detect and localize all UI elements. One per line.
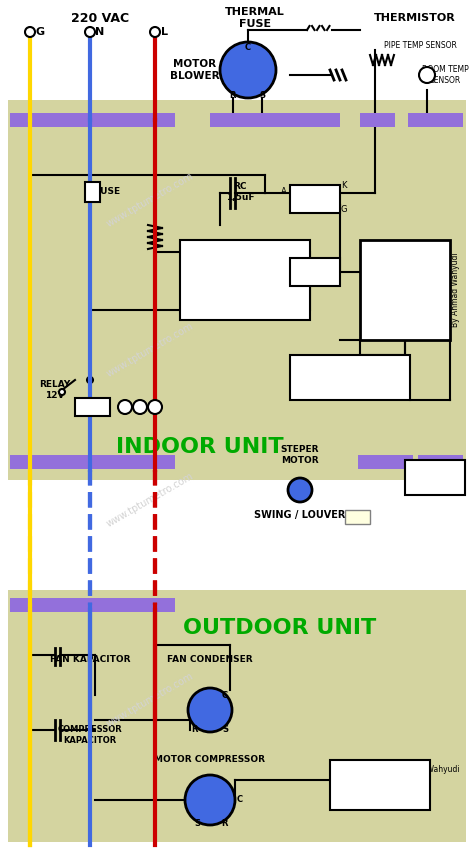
Text: R: R	[230, 90, 236, 100]
Circle shape	[118, 400, 132, 414]
Text: FAN KAPACITOR: FAN KAPACITOR	[50, 655, 130, 665]
Text: C: C	[237, 796, 243, 804]
FancyBboxPatch shape	[405, 460, 465, 495]
Text: G: G	[341, 205, 347, 215]
FancyBboxPatch shape	[345, 510, 370, 524]
FancyBboxPatch shape	[180, 240, 310, 320]
Circle shape	[150, 27, 160, 37]
Text: R: R	[192, 726, 198, 734]
Text: www.tptumetro.com: www.tptumetro.com	[105, 321, 195, 379]
Circle shape	[133, 400, 147, 414]
FancyBboxPatch shape	[10, 598, 175, 612]
Text: A: A	[281, 187, 287, 195]
FancyBboxPatch shape	[210, 113, 340, 127]
Text: G: G	[36, 27, 45, 37]
Text: 220 VAC: 220 VAC	[71, 11, 129, 25]
Circle shape	[148, 400, 162, 414]
FancyBboxPatch shape	[290, 355, 410, 400]
Text: www.tptumetro.com: www.tptumetro.com	[105, 171, 195, 229]
FancyBboxPatch shape	[10, 455, 175, 469]
Text: MOTOR COMPRESSOR: MOTOR COMPRESSOR	[155, 756, 265, 764]
Text: L: L	[162, 27, 168, 37]
Text: STEPER
MOTOR: STEPER MOTOR	[281, 446, 319, 464]
FancyBboxPatch shape	[8, 590, 466, 842]
Text: THERMISTOR: THERMISTOR	[374, 13, 456, 23]
Text: PIPE TEMP SENSOR: PIPE TEMP SENSOR	[383, 41, 456, 49]
Text: FAN CONDENSER: FAN CONDENSER	[167, 655, 253, 665]
Text: 0V: 0V	[289, 303, 301, 313]
Text: N: N	[95, 27, 105, 37]
FancyBboxPatch shape	[360, 113, 395, 127]
Text: K: K	[341, 181, 347, 189]
FancyBboxPatch shape	[418, 455, 463, 469]
Text: www.tptumetro.com: www.tptumetro.com	[105, 471, 195, 529]
Text: S: S	[259, 90, 265, 100]
Text: THERMAL
FUSE: THERMAL FUSE	[225, 7, 285, 29]
FancyBboxPatch shape	[358, 455, 413, 469]
Text: RC
1,5uF: RC 1,5uF	[226, 182, 254, 202]
Text: ROOM TEMP
SENSOR: ROOM TEMP SENSOR	[422, 66, 468, 84]
Text: OUTDOOR UNIT: OUTDOOR UNIT	[183, 618, 377, 638]
Text: COMPRESSOR
KAPACITOR: COMPRESSOR KAPACITOR	[58, 725, 122, 745]
Circle shape	[85, 27, 95, 37]
FancyBboxPatch shape	[8, 100, 466, 480]
Text: By Ahmad Wahyudi: By Ahmad Wahyudi	[385, 765, 460, 774]
Text: OVERLOAD
MOTOR
PROTECTOR: OVERLOAD MOTOR PROTECTOR	[354, 770, 406, 800]
FancyBboxPatch shape	[85, 182, 100, 202]
Circle shape	[185, 775, 235, 825]
Text: S: S	[222, 726, 228, 734]
Text: MICRO
CONTROLLER: MICRO CONTROLLER	[369, 279, 441, 301]
Circle shape	[419, 67, 435, 83]
FancyBboxPatch shape	[290, 185, 340, 213]
FancyBboxPatch shape	[408, 113, 463, 127]
Text: C: C	[245, 43, 251, 53]
Circle shape	[288, 478, 312, 502]
Circle shape	[87, 377, 93, 383]
Text: RELAY AND
MOTOR DRIVER: RELAY AND MOTOR DRIVER	[311, 367, 389, 387]
Text: S: S	[194, 819, 200, 827]
Text: MOTOR
BLOWER: MOTOR BLOWER	[170, 59, 220, 81]
FancyBboxPatch shape	[10, 113, 175, 127]
Text: RELAY
12V: RELAY 12V	[39, 380, 71, 400]
Text: TRIAC: TRIAC	[300, 194, 330, 204]
Circle shape	[59, 389, 65, 395]
Circle shape	[25, 27, 35, 37]
FancyBboxPatch shape	[360, 240, 450, 340]
FancyBboxPatch shape	[290, 258, 340, 286]
Text: R: R	[222, 819, 228, 827]
Text: www.tptumetro.com: www.tptumetro.com	[105, 671, 195, 729]
FancyBboxPatch shape	[330, 760, 430, 810]
Text: ~: ~	[185, 302, 195, 314]
Text: C: C	[222, 690, 228, 699]
FancyBboxPatch shape	[75, 398, 110, 416]
Text: RECEIVER /
DISPLAY: RECEIVER / DISPLAY	[411, 467, 459, 486]
Text: FUSE: FUSE	[94, 187, 120, 197]
Text: ~: ~	[185, 245, 195, 258]
Text: +12V: +12V	[283, 247, 308, 256]
Text: REGULATOR
SWITCHING: REGULATOR SWITCHING	[215, 261, 275, 279]
Text: By Ahmad Wahyudi: By Ahmad Wahyudi	[451, 253, 460, 327]
Text: INDOOR UNIT: INDOOR UNIT	[116, 437, 284, 457]
Text: SWING / LOUVER: SWING / LOUVER	[255, 510, 346, 520]
Circle shape	[188, 688, 232, 732]
Text: 7805: 7805	[301, 267, 328, 277]
Circle shape	[220, 42, 276, 98]
